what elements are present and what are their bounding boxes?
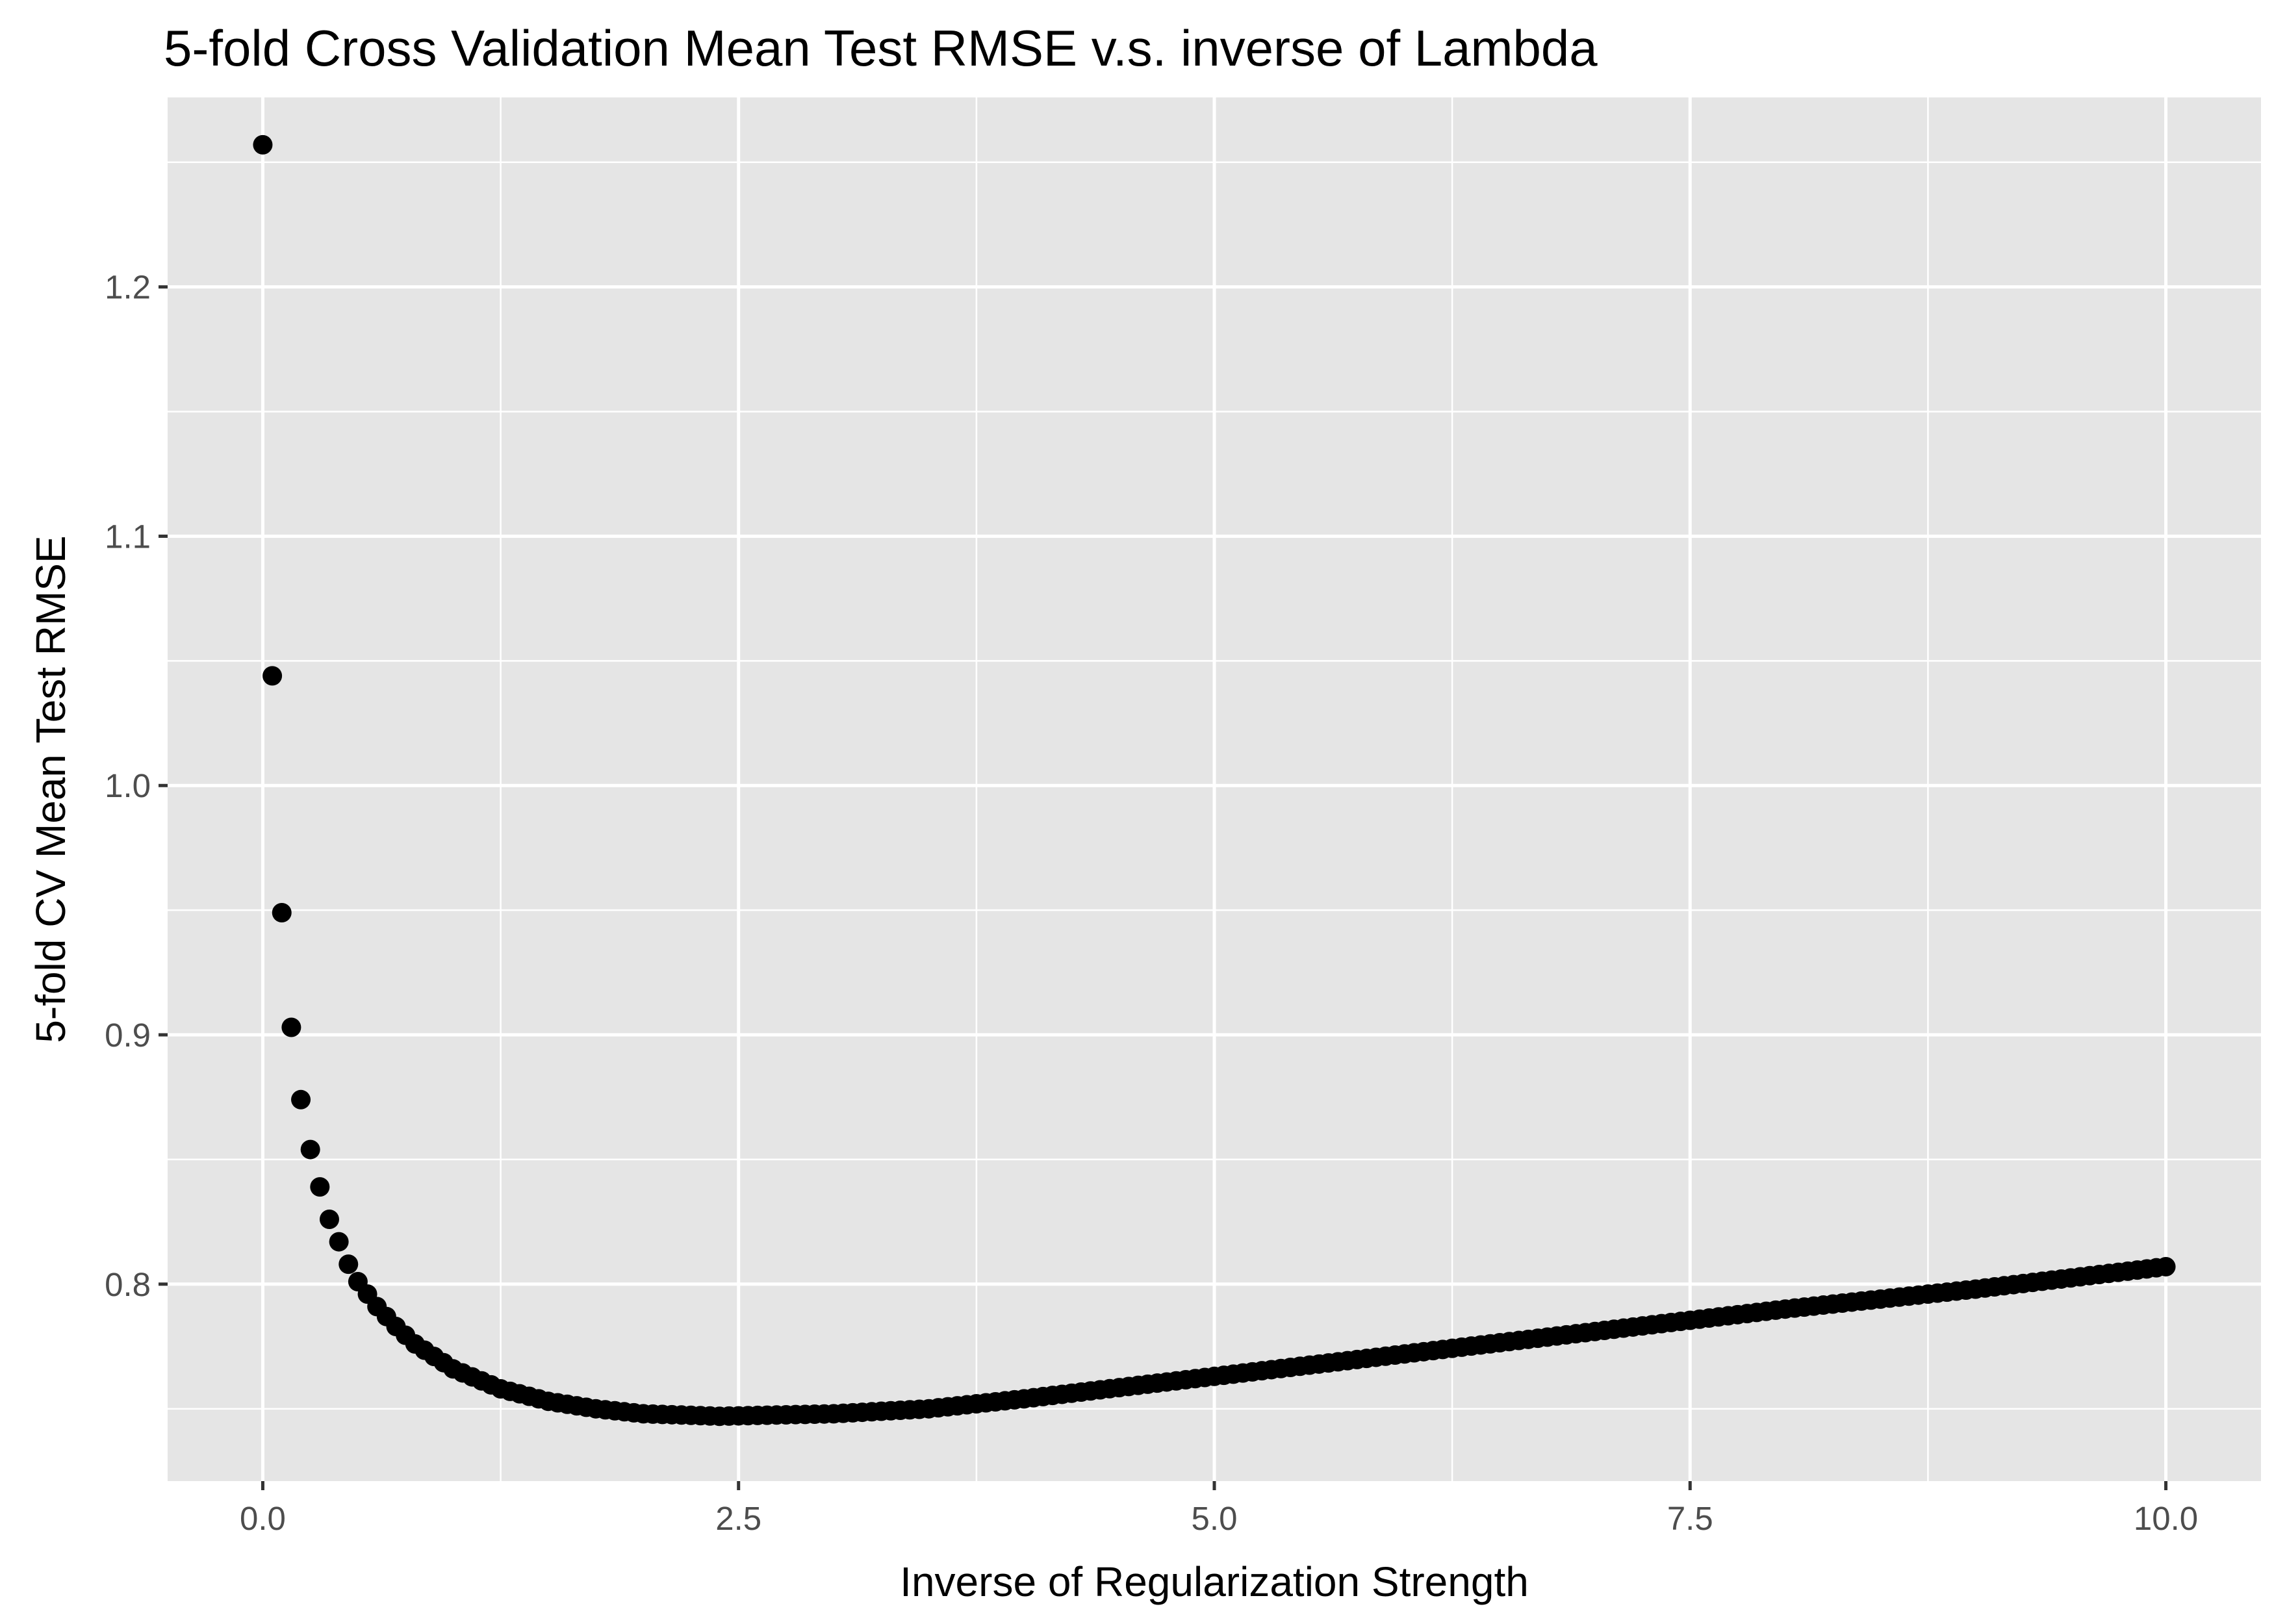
data-point xyxy=(339,1254,359,1275)
data-point xyxy=(281,1017,301,1037)
y-axis-title: 5-fold CV Mean Test RMSE xyxy=(27,535,74,1043)
y-tick-label: 0.9 xyxy=(105,1017,151,1054)
x-axis: 0.0 2.5 5.0 7.5 10.0 xyxy=(240,1481,2198,1537)
x-tick-label: 2.5 xyxy=(715,1500,761,1537)
data-point xyxy=(291,1089,311,1110)
x-tick-label: 5.0 xyxy=(1192,1500,1238,1537)
data-point xyxy=(329,1232,349,1252)
y-axis: 0.8 0.9 1.0 1.1 1.2 xyxy=(105,269,168,1303)
y-tick-label: 1.2 xyxy=(105,269,151,306)
data-points xyxy=(253,134,2176,1427)
data-point xyxy=(310,1177,330,1197)
x-tick-label: 0.0 xyxy=(240,1500,286,1537)
y-tick-label: 1.1 xyxy=(105,518,151,555)
data-point xyxy=(262,666,283,686)
data-point xyxy=(2156,1256,2176,1276)
major-gridlines xyxy=(168,97,2261,1481)
data-point xyxy=(319,1210,339,1230)
y-tick-label: 0.8 xyxy=(105,1266,151,1303)
x-tick-label: 7.5 xyxy=(1667,1500,1713,1537)
data-point xyxy=(272,902,292,922)
y-tick-label: 1.0 xyxy=(105,767,151,804)
x-axis-title: Inverse of Regularization Strength xyxy=(900,1558,1529,1605)
data-point xyxy=(300,1139,320,1160)
data-point xyxy=(253,134,273,155)
x-tick-label: 10.0 xyxy=(2134,1500,2198,1537)
chart-title: 5-fold Cross Validation Mean Test RMSE v… xyxy=(164,19,1598,77)
